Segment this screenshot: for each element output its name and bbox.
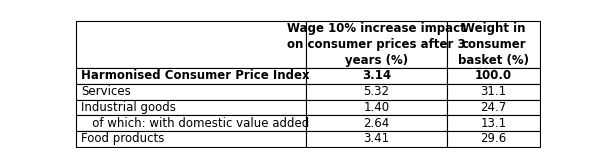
Text: 29.6: 29.6 (481, 132, 507, 145)
Bar (306, 100, 447, 115)
Text: Harmonised Consumer Price Index: Harmonised Consumer Price Index (81, 70, 310, 83)
Bar (306, 115, 447, 131)
Bar (76, 68, 306, 84)
Bar (447, 131, 540, 147)
Text: 100.0: 100.0 (475, 70, 512, 83)
Bar (447, 68, 540, 84)
Bar (447, 21, 540, 68)
Bar (306, 68, 447, 84)
Bar (447, 100, 540, 115)
Text: Services: Services (81, 85, 131, 98)
Bar (76, 115, 306, 131)
Bar (447, 84, 540, 100)
Text: Industrial goods: Industrial goods (81, 101, 176, 114)
Bar (76, 84, 306, 100)
Text: 31.1: 31.1 (481, 85, 507, 98)
Text: 2.64: 2.64 (364, 117, 389, 129)
Text: 5.32: 5.32 (364, 85, 389, 98)
Text: Weight in
consumer
basket (%): Weight in consumer basket (%) (458, 22, 529, 67)
Text: 1.40: 1.40 (364, 101, 389, 114)
Text: Food products: Food products (81, 132, 165, 145)
Text: 3.14: 3.14 (362, 70, 391, 83)
Text: 3.41: 3.41 (364, 132, 389, 145)
Text: 24.7: 24.7 (481, 101, 507, 114)
Bar (76, 21, 306, 68)
Bar (306, 84, 447, 100)
Bar (306, 21, 447, 68)
Text: 13.1: 13.1 (481, 117, 507, 129)
Bar (447, 115, 540, 131)
Bar (76, 100, 306, 115)
Text: Wage 10% increase impact
on consumer prices after 3
years (%): Wage 10% increase impact on consumer pri… (287, 22, 466, 67)
Text: of which: with domestic value added: of which: with domestic value added (81, 117, 310, 129)
Bar (76, 131, 306, 147)
Bar (306, 131, 447, 147)
